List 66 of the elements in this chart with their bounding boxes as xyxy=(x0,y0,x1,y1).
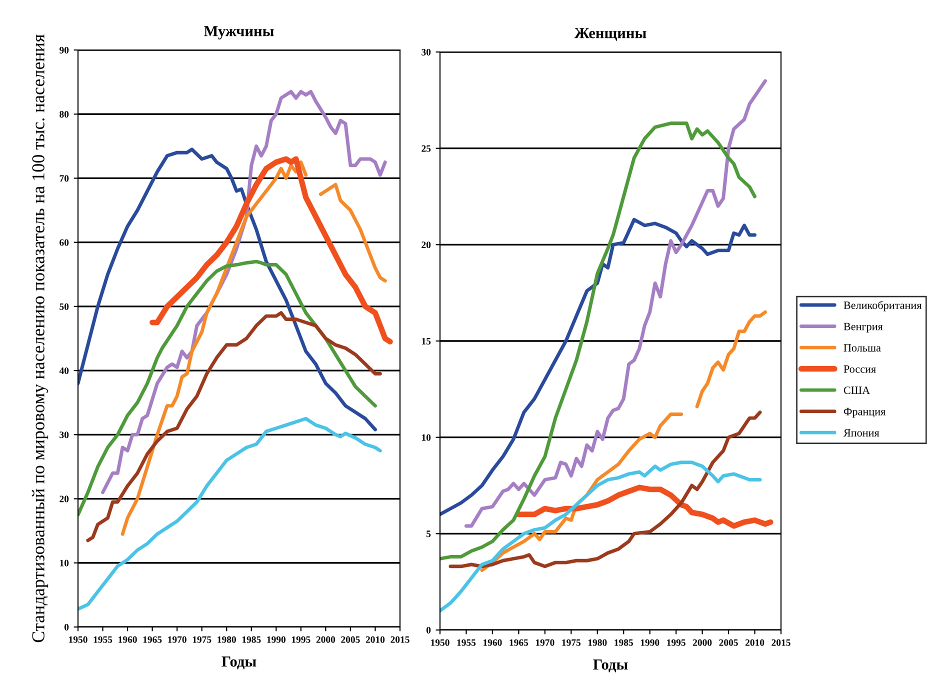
line-series xyxy=(78,416,382,611)
y-tick-label: 0 xyxy=(64,624,69,630)
chart-title: Мужчины xyxy=(204,26,274,40)
legend-label: Польша xyxy=(844,344,881,352)
y-tick-label: 5 xyxy=(426,530,431,538)
x-tick-label: 1950 xyxy=(431,639,450,646)
x-tick-label: 2010 xyxy=(366,636,385,643)
y-tick-label: 10 xyxy=(60,560,69,566)
x-tick-label: 1950 xyxy=(69,636,88,643)
x-tick-label: 2010 xyxy=(745,639,764,646)
y-tick-label: 80 xyxy=(60,111,69,118)
y-tick-label: 50 xyxy=(60,303,69,310)
legend-label: Россия xyxy=(844,365,876,373)
x-tick-label: 1985 xyxy=(242,636,261,643)
x-tick-label: 2000 xyxy=(316,636,336,643)
x-tick-label: 1955 xyxy=(457,639,476,646)
x-tick-label: 2015 xyxy=(772,639,790,646)
y-tick-label: 60 xyxy=(60,239,69,246)
y-tick-label: 40 xyxy=(59,367,69,374)
y-tick-label: 25 xyxy=(422,145,431,152)
x-axis-title: Годы xyxy=(222,656,256,670)
x-tick-label: 1995 xyxy=(667,639,686,646)
x-tick-label: 1995 xyxy=(292,636,310,643)
y-tick-label: 10 xyxy=(422,434,431,441)
y-tick-label: 0 xyxy=(426,626,431,634)
y-tick-label: 20 xyxy=(422,242,431,248)
x-tick-label: 1975 xyxy=(562,639,581,646)
x-tick-label: 1970 xyxy=(168,636,186,643)
y-axis-title: Стандартизованный по мировому населению показатель на 100 тыс. населения xyxy=(32,34,48,642)
y-tick-label: 30 xyxy=(60,432,69,438)
x-tick-label: 1960 xyxy=(118,636,137,643)
x-tick-label: 1965 xyxy=(510,639,528,646)
y-tick-label: 90 xyxy=(60,46,69,54)
line-series xyxy=(440,218,757,516)
x-tick-label: 2005 xyxy=(341,636,360,643)
x-tick-label: 1980 xyxy=(218,636,236,643)
line-series xyxy=(464,79,767,528)
x-tick-label: 2015 xyxy=(390,636,410,643)
x-tick-label: 2000 xyxy=(692,639,712,646)
legend-label: Япония xyxy=(843,429,880,437)
legend-label: Венгрия xyxy=(844,322,883,333)
line-series xyxy=(440,122,757,560)
x-tick-label: 1990 xyxy=(640,639,660,646)
line-series xyxy=(440,460,762,612)
line-series xyxy=(78,260,377,517)
x-tick-label: 1980 xyxy=(588,639,607,646)
y-tick-label: 30 xyxy=(422,48,431,56)
x-tick-label: 1975 xyxy=(192,636,212,643)
y-tick-label: 70 xyxy=(60,175,69,182)
legend-label: Великобритания xyxy=(844,300,922,312)
x-tick-label: 2005 xyxy=(719,639,738,646)
x-tick-label: 1985 xyxy=(614,639,633,646)
line-series xyxy=(86,311,382,542)
x-axis-title: Годы xyxy=(593,660,628,672)
line-series xyxy=(448,410,762,568)
x-tick-label: 1970 xyxy=(536,639,554,646)
legend-label: США xyxy=(844,386,870,394)
x-tick-label: 1990 xyxy=(267,636,286,643)
y-tick-label: 15 xyxy=(422,338,431,344)
x-tick-label: 1955 xyxy=(94,636,112,643)
y-tick-label: 20 xyxy=(60,496,69,502)
x-tick-label: 1965 xyxy=(143,636,162,643)
line-series xyxy=(78,148,377,432)
x-tick-label: 1960 xyxy=(484,639,502,646)
legend-label: Франция xyxy=(844,408,886,418)
chart-title: Женщины xyxy=(574,28,646,41)
